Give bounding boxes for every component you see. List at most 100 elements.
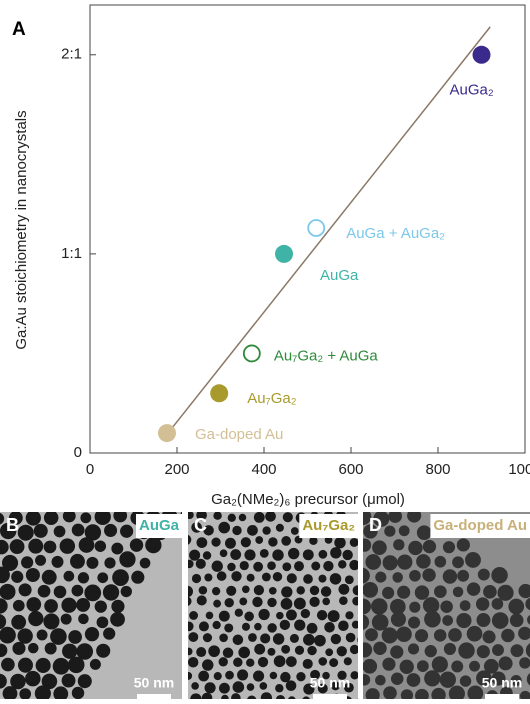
particle — [322, 671, 330, 680]
particle — [259, 548, 269, 558]
particle — [286, 573, 297, 584]
particle — [259, 682, 268, 690]
particle — [383, 686, 397, 699]
particle — [198, 670, 210, 682]
particle — [306, 622, 318, 634]
particle — [466, 582, 481, 596]
particle — [80, 512, 92, 524]
particle — [526, 672, 530, 686]
particle — [25, 512, 41, 526]
particle — [272, 571, 283, 582]
particle — [363, 674, 371, 686]
x-tick-label: 600 — [338, 461, 363, 478]
particle — [342, 549, 353, 561]
particle — [97, 572, 109, 584]
particle — [112, 569, 129, 586]
particle — [296, 672, 306, 682]
particle — [303, 683, 315, 695]
particle — [84, 524, 102, 541]
particle — [285, 656, 297, 667]
particle — [275, 694, 285, 699]
image-title: Ga-doped Au — [433, 517, 527, 534]
particle — [43, 540, 57, 554]
x-tick-label: 800 — [425, 461, 450, 478]
particle — [35, 554, 47, 566]
particle — [94, 540, 107, 552]
particle — [285, 680, 297, 691]
particle — [318, 574, 327, 583]
particle — [458, 642, 475, 659]
particle — [71, 584, 84, 597]
particle — [382, 657, 396, 671]
particle — [204, 682, 216, 694]
particle — [18, 583, 32, 597]
particle — [94, 600, 107, 613]
particle — [434, 585, 447, 598]
particle — [518, 626, 530, 640]
particle — [365, 628, 378, 642]
particle — [338, 583, 350, 595]
particle — [281, 536, 292, 546]
particle — [202, 551, 212, 560]
particle — [267, 597, 277, 608]
particle — [345, 611, 354, 620]
particle — [17, 628, 33, 644]
particle — [253, 561, 264, 572]
particle — [198, 585, 208, 595]
particle — [466, 625, 483, 642]
scale-bar-label: 50 nm — [482, 675, 522, 691]
particle — [519, 690, 530, 699]
particle — [189, 549, 201, 561]
particle — [67, 656, 85, 674]
particle — [219, 633, 228, 643]
particle — [51, 555, 64, 568]
particle — [0, 613, 7, 630]
particle — [390, 672, 404, 686]
particle — [211, 587, 221, 596]
particle — [281, 586, 293, 598]
particle — [84, 584, 102, 602]
particle — [0, 512, 5, 525]
particle — [237, 669, 249, 681]
point-label: AuGa + AuGa₂ — [346, 225, 445, 242]
particle — [53, 525, 66, 538]
particle — [96, 643, 111, 658]
particle — [397, 585, 411, 599]
particle — [218, 610, 230, 622]
particle — [293, 597, 306, 610]
particle — [77, 572, 90, 584]
particle — [373, 641, 387, 656]
particle — [222, 647, 234, 659]
particle — [311, 561, 321, 571]
particle — [363, 598, 371, 615]
particle — [224, 623, 234, 633]
particle — [344, 575, 354, 585]
particle — [467, 685, 484, 699]
particle — [1, 554, 19, 571]
particle — [363, 614, 370, 630]
particle — [482, 630, 496, 644]
particle — [268, 586, 277, 595]
particle — [352, 596, 358, 606]
particle — [448, 685, 465, 699]
data-point — [157, 424, 176, 443]
particle — [189, 611, 199, 620]
particle — [41, 569, 57, 585]
particle — [363, 567, 370, 584]
particle — [414, 585, 430, 600]
particle — [191, 573, 202, 584]
particle — [61, 597, 77, 613]
x-axis-label: Ga₂(NMe₂)₆ precursor (μmol) — [211, 491, 405, 508]
particle — [238, 513, 247, 522]
particle — [372, 540, 387, 556]
particle — [0, 522, 17, 540]
particle — [94, 512, 111, 526]
particle — [459, 675, 472, 687]
particle — [399, 659, 414, 675]
particle — [352, 585, 358, 596]
particle — [254, 643, 266, 655]
particle — [330, 547, 342, 559]
particle — [71, 523, 85, 537]
particle — [382, 555, 398, 571]
particle — [254, 622, 262, 631]
